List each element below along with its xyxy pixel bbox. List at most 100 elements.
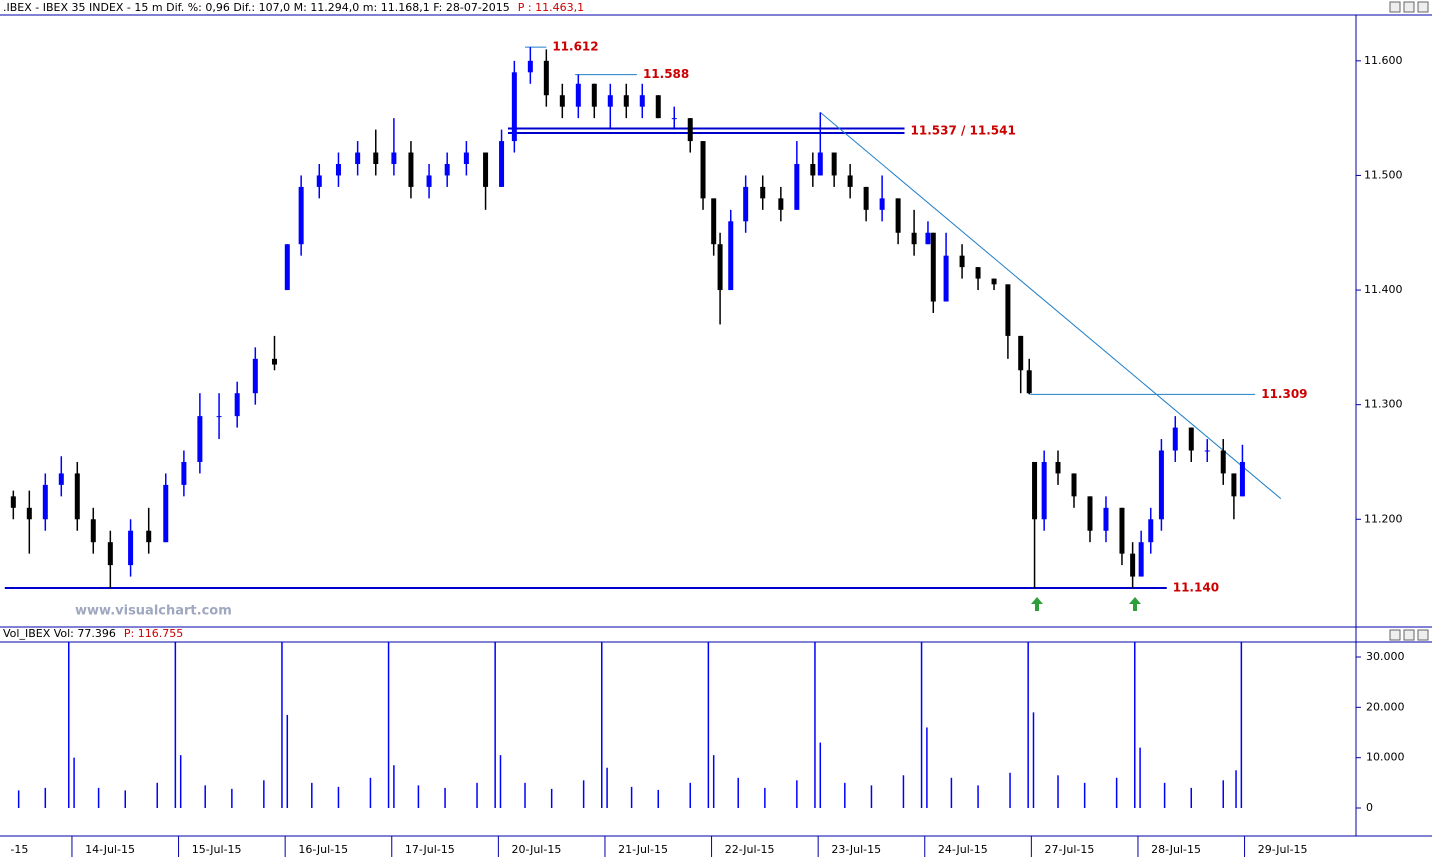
volume-bar	[1139, 747, 1141, 809]
candle-body	[1041, 461, 1047, 520]
volume-bar	[1027, 642, 1029, 809]
volume-bar	[311, 782, 313, 809]
candle-body	[1148, 519, 1154, 543]
volume-bar	[231, 788, 233, 809]
candle-body	[760, 186, 766, 199]
candle-body	[975, 267, 981, 279]
volume-bar	[499, 755, 502, 809]
candle-body	[1231, 473, 1237, 497]
candle-body	[639, 95, 645, 107]
candle-body	[1239, 461, 1245, 497]
close-button[interactable]	[1417, 629, 1429, 641]
volume-bar	[689, 782, 691, 809]
y-tick-label: 11.200	[1364, 512, 1403, 525]
volume-bar	[1115, 777, 1118, 809]
candle-body	[483, 152, 489, 187]
volume-bar	[920, 642, 923, 809]
candle-body	[355, 152, 361, 164]
volume-bar	[1235, 770, 1237, 809]
candle-body	[728, 221, 734, 291]
candle-body	[817, 152, 823, 176]
volume-bar	[124, 790, 127, 809]
candle-body	[316, 175, 322, 187]
x-tick-label: 20-Jul-15	[512, 843, 562, 856]
candle-body	[499, 141, 505, 187]
volume-bar	[174, 642, 177, 809]
volume-bar	[97, 787, 100, 809]
candle-body	[879, 198, 885, 210]
arrow-up	[1031, 597, 1043, 611]
level-label: 11.537 / 11.541	[911, 123, 1016, 137]
x-tick-label: 23-Jul-15	[831, 843, 881, 856]
volume-bar	[950, 777, 953, 809]
volume-bar	[1083, 782, 1086, 809]
volume-bar	[73, 757, 75, 809]
volume-bar	[606, 767, 608, 809]
candle-body	[1103, 507, 1109, 531]
window-buttons[interactable]	[1389, 1, 1429, 641]
volume-bar	[524, 782, 526, 809]
candle-body	[74, 473, 80, 520]
candle-body	[1071, 473, 1077, 497]
candle-body	[463, 152, 469, 164]
candle-body	[575, 83, 581, 107]
candle-body	[511, 72, 517, 142]
candle-body	[1032, 461, 1038, 520]
close-button[interactable]	[1417, 1, 1429, 13]
candle-body	[1055, 461, 1061, 474]
x-tick-label: 16-Jul-15	[298, 843, 348, 856]
watermark: www.visualchart.com	[75, 604, 232, 619]
candle-body	[373, 152, 379, 164]
maximize-button[interactable]	[1403, 1, 1415, 13]
candle-body	[26, 507, 32, 520]
candle-body	[591, 83, 597, 107]
volume-bar	[1190, 787, 1193, 809]
candle-body	[1119, 507, 1125, 554]
candle-body	[444, 163, 450, 176]
minimize-button[interactable]	[1389, 629, 1401, 641]
candle-body	[794, 163, 800, 210]
candle-body	[810, 163, 816, 176]
volume-bar	[156, 782, 158, 809]
y-tick-label: 0	[1366, 801, 1373, 814]
volume-bar	[494, 642, 496, 809]
volume-bar	[707, 642, 710, 809]
candle-body	[671, 118, 677, 120]
maximize-button[interactable]	[1403, 629, 1415, 641]
candle-body	[559, 95, 565, 107]
volume-bar	[582, 780, 585, 809]
volume-bar	[1222, 780, 1224, 809]
candle-body	[527, 60, 533, 73]
candle-body	[426, 175, 432, 187]
volume-bar	[204, 785, 206, 809]
candle-body	[743, 186, 749, 222]
chart-header: .IBEX - IBEX 35 INDEX - 15 m Dif. %: 0,9…	[3, 1, 510, 14]
volume-bar	[926, 727, 928, 809]
candle-body	[216, 416, 222, 418]
candle-body	[163, 484, 169, 543]
volume-bar	[1009, 772, 1011, 809]
minimize-button[interactable]	[1389, 1, 1401, 13]
candle-body	[107, 542, 113, 566]
candle-body	[911, 232, 917, 245]
candle-body	[1005, 284, 1011, 336]
volume-bar	[1032, 712, 1035, 809]
volume-bar	[1163, 782, 1166, 809]
volume-bar	[476, 782, 478, 809]
candle-body	[895, 198, 901, 233]
candle-body	[10, 496, 16, 508]
candle-body	[284, 244, 290, 291]
y-tick-label: 11.300	[1364, 398, 1403, 411]
x-tick-label: 17-Jul-15	[405, 843, 455, 856]
candle-body	[197, 416, 203, 462]
volume-bar	[286, 714, 289, 809]
trendline	[819, 112, 1282, 500]
volume-bar	[393, 765, 395, 809]
candle-body	[959, 255, 965, 268]
chart-header-price: P : 11.463,1	[518, 1, 584, 14]
volume-bar	[444, 787, 446, 809]
candle-body	[298, 186, 304, 245]
candle-body	[943, 255, 949, 302]
x-tick-label: 29-Jul-15	[1258, 843, 1308, 856]
candle-body	[543, 60, 549, 96]
